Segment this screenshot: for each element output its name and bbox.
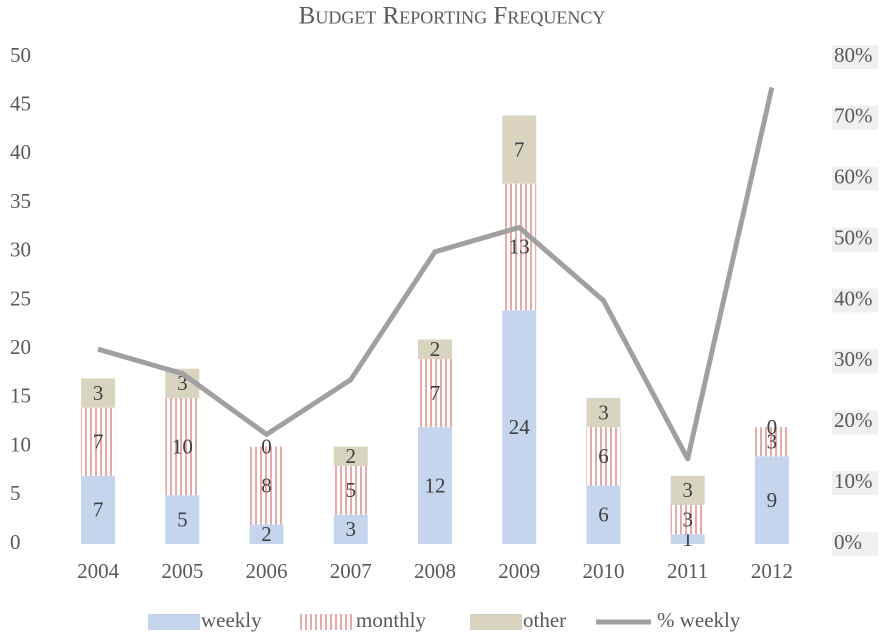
bar-segment — [586, 485, 621, 544]
data-label: 3 — [767, 430, 778, 454]
y-tick-label: 30 — [10, 238, 31, 262]
chart-title: Budget Reporting Frequency — [299, 3, 606, 30]
data-label: 3 — [598, 400, 609, 424]
y2-tick-bg — [832, 410, 878, 435]
y2-tick-bg — [832, 227, 878, 252]
data-label: 2 — [261, 522, 272, 546]
y2-tick-label: 30% — [834, 347, 873, 371]
y2-tick-label: 40% — [834, 286, 873, 310]
bar-segment — [418, 358, 452, 428]
legend-swatch — [300, 614, 352, 630]
data-label: 7 — [93, 498, 104, 522]
y-tick-label: 15 — [10, 384, 31, 408]
data-label: 7 — [514, 137, 525, 161]
data-label: 24 — [509, 415, 531, 439]
y-tick-label: 40 — [10, 140, 31, 164]
data-label: 5 — [177, 507, 188, 531]
legend-label: other — [523, 608, 566, 632]
data-label: 3 — [346, 517, 357, 541]
y2-tick-bg — [832, 471, 878, 496]
bar-segment — [418, 339, 452, 359]
bar-segment — [81, 475, 116, 544]
y2-tick-bg — [832, 532, 878, 556]
x-tick-label: 2012 — [751, 559, 793, 583]
x-tick-label: 2011 — [667, 559, 708, 583]
y-tick-label: 0 — [10, 530, 21, 554]
data-label: 3 — [177, 371, 188, 395]
bar-segment — [333, 446, 368, 467]
data-label: 7 — [93, 430, 104, 454]
data-label: 3 — [682, 507, 693, 531]
legend-label: weekly — [201, 608, 262, 632]
y2-tick-label: 10% — [834, 469, 873, 493]
y-tick-label: 50 — [10, 43, 31, 67]
bar-segment — [418, 427, 452, 544]
data-label: 2 — [346, 444, 357, 468]
bar-segment — [249, 524, 284, 544]
x-tick-label: 2010 — [582, 559, 624, 583]
data-label: 8 — [261, 473, 272, 497]
y2-tick-bg — [832, 288, 878, 313]
x-tick-label: 2006 — [246, 559, 288, 583]
bar-segment — [502, 310, 537, 544]
y2-tick-label: 70% — [834, 104, 873, 128]
data-label: 6 — [598, 503, 609, 527]
legend-swatch — [470, 614, 522, 630]
data-label: 3 — [682, 478, 693, 502]
bar-segment — [333, 466, 368, 515]
y2-tick-label: 50% — [834, 225, 873, 249]
data-label: 2 — [430, 337, 441, 361]
data-label: 0 — [261, 434, 272, 458]
x-tick-label: 2009 — [498, 559, 540, 583]
y2-tick-bg — [832, 45, 878, 69]
bar-segment — [754, 456, 789, 544]
y-tick-label: 20 — [10, 335, 31, 359]
y2-tick-label: 0% — [834, 530, 862, 554]
y-tick-label: 10 — [10, 432, 31, 456]
data-label: 13 — [509, 235, 530, 259]
y-tick-label: 25 — [10, 286, 31, 310]
y2-tick-label: 80% — [834, 43, 873, 67]
line-series — [97, 86, 775, 462]
bar-segment — [670, 475, 705, 506]
y2-tick-bg — [832, 349, 878, 374]
y2-tick-bg — [832, 105, 878, 130]
bar-segment — [586, 427, 621, 486]
x-tick-label: 2005 — [161, 559, 203, 583]
data-label: 5 — [346, 478, 357, 502]
y-tick-label: 35 — [10, 189, 31, 213]
data-label: 7 — [430, 381, 441, 405]
bar-segment — [502, 115, 537, 184]
legend-label: % weekly — [657, 608, 741, 632]
x-tick-label: 2008 — [414, 559, 456, 583]
bar-segment — [754, 427, 789, 457]
y-tick-label: 45 — [10, 92, 31, 116]
data-label: 9 — [767, 488, 778, 512]
data-label: 1 — [682, 527, 693, 551]
y2-tick-bg — [832, 166, 878, 191]
y2-tick-label: 60% — [834, 165, 873, 189]
bar-segment — [333, 514, 368, 544]
bar-segment — [165, 495, 200, 544]
bar-segment — [81, 378, 116, 408]
x-tick-label: 2004 — [77, 559, 120, 583]
x-tick-label: 2007 — [330, 559, 372, 583]
bar-segment — [502, 183, 537, 311]
legend-swatch — [148, 614, 200, 630]
data-label: 12 — [425, 473, 446, 497]
bar-segment — [586, 397, 621, 428]
y-tick-label: 5 — [10, 481, 21, 505]
data-label: 3 — [93, 381, 104, 405]
y2-tick-label: 20% — [834, 408, 873, 432]
bar-segment — [81, 407, 116, 476]
data-label: 10 — [172, 434, 193, 458]
legend-label: monthly — [356, 608, 427, 632]
bar-segment — [249, 446, 284, 525]
bar-segment — [670, 505, 705, 535]
bar-segment — [165, 397, 200, 496]
data-label: 0 — [767, 415, 778, 439]
bar-segment — [670, 534, 705, 544]
data-label: 6 — [598, 444, 609, 468]
